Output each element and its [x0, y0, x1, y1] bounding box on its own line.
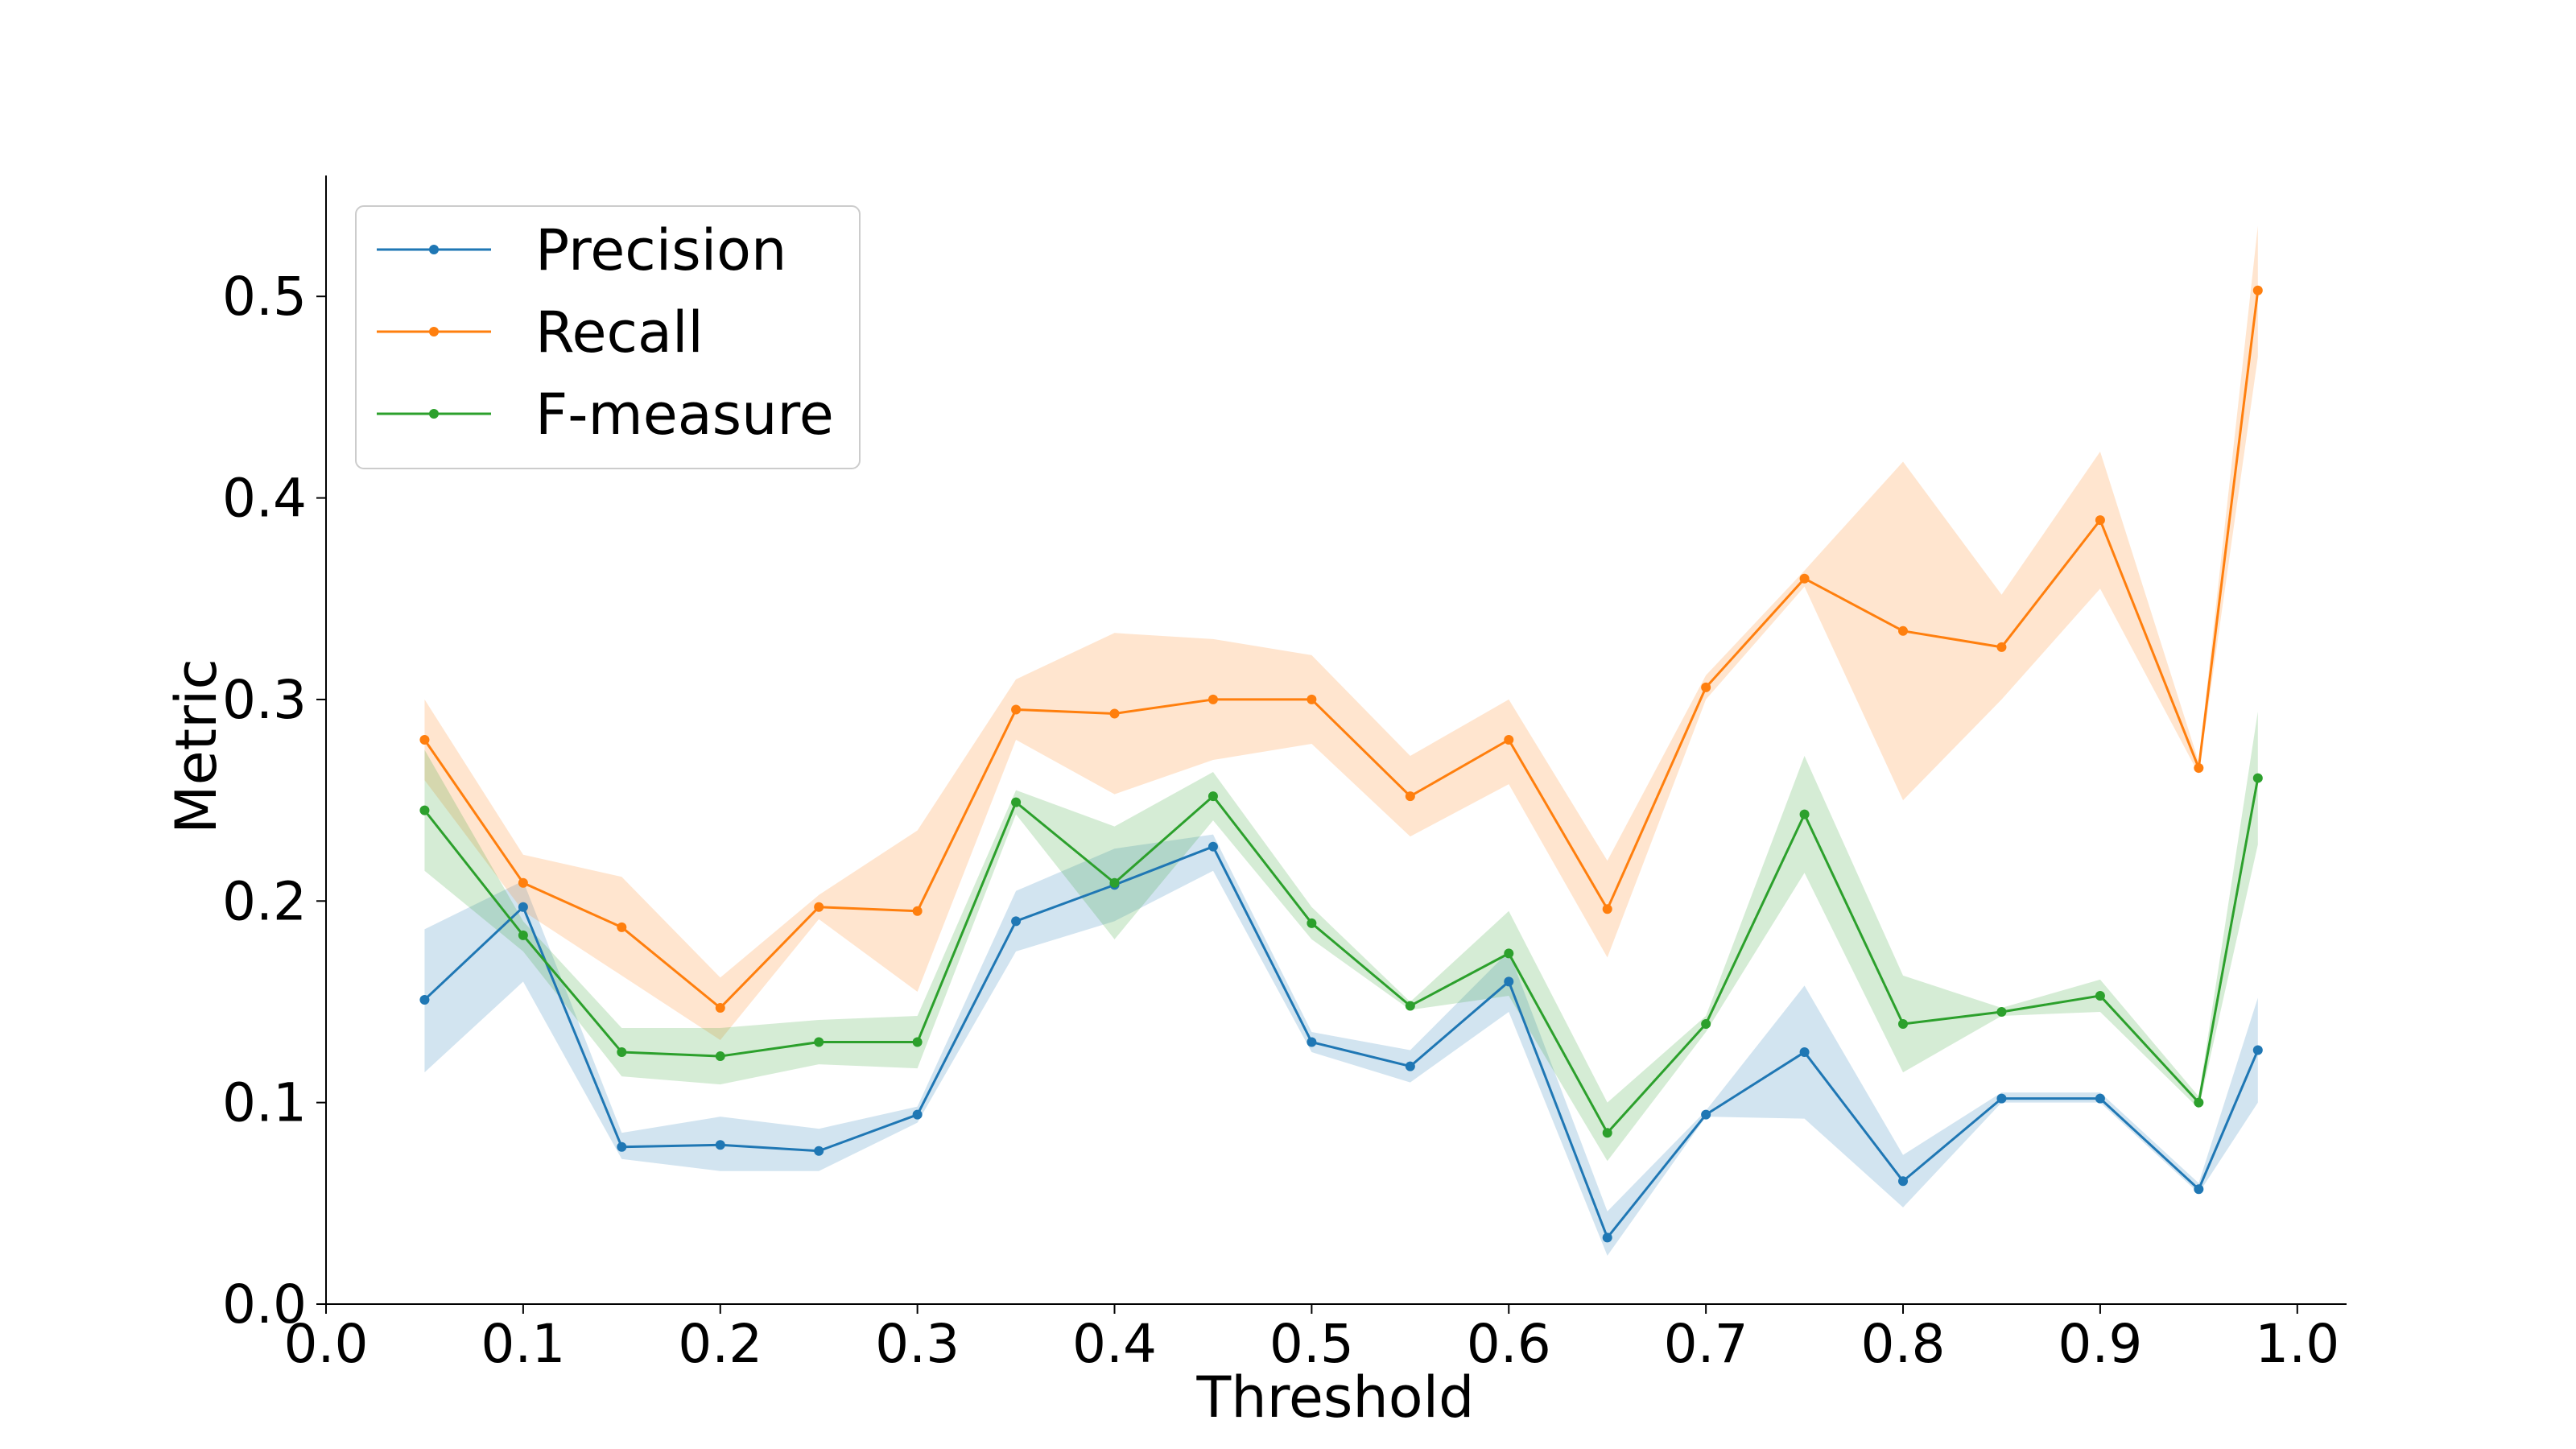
data-point-recall: [1405, 791, 1415, 802]
data-point-recall: [1504, 735, 1514, 745]
data-point-precision: [814, 1146, 824, 1156]
y-tick-label: 0.1: [222, 1072, 307, 1134]
x-tick-label: 0.8: [1861, 1313, 1946, 1375]
data-point-f-measure: [1504, 948, 1514, 959]
data-point-f-measure: [1602, 1128, 1612, 1138]
data-point-recall: [419, 735, 430, 745]
data-point-recall: [1307, 694, 1317, 704]
data-point-recall: [1996, 642, 2007, 652]
data-point-f-measure: [1701, 1019, 1711, 1030]
data-point-f-measure: [1011, 797, 1022, 807]
data-point-precision: [617, 1141, 627, 1152]
series-line-f-measure: [423, 778, 2260, 1134]
y-tick-label: 0.2: [222, 870, 307, 932]
x-tick-label: 0.2: [678, 1313, 762, 1375]
data-point-recall: [1109, 708, 1120, 719]
confidence-band-precision: [424, 834, 2258, 1256]
data-point-f-measure: [1208, 791, 1218, 802]
x-tick-label: 0.1: [481, 1313, 565, 1375]
data-point-precision: [1405, 1061, 1415, 1071]
confidence-band-f-measure: [424, 711, 2258, 1162]
x-tick-label: 0.9: [2058, 1313, 2142, 1375]
data-point-f-measure: [2194, 1097, 2204, 1108]
y-tick-label: 0.3: [222, 669, 307, 731]
data-point-f-measure: [715, 1051, 725, 1062]
data-point-f-measure: [617, 1047, 627, 1058]
data-point-f-measure: [1996, 1006, 2007, 1017]
legend-label-f-measure: F-measure: [535, 382, 834, 448]
legend-marker-recall: [429, 327, 439, 336]
data-point-f-measure: [1109, 877, 1120, 888]
data-point-precision: [1799, 1047, 1810, 1058]
data-point-f-measure: [1898, 1019, 1909, 1030]
data-point-recall: [912, 906, 923, 916]
data-point-recall: [2095, 515, 2105, 526]
x-tick-label: 0.7: [1664, 1313, 1748, 1375]
x-tick-label: 0.3: [875, 1313, 960, 1375]
data-point-precision: [2194, 1184, 2204, 1195]
legend-marker-precision: [429, 245, 439, 254]
data-point-precision: [1011, 916, 1022, 927]
data-point-precision: [1307, 1037, 1317, 1047]
data-point-precision: [1208, 841, 1218, 852]
data-point-precision: [1701, 1109, 1711, 1120]
data-point-recall: [518, 877, 528, 888]
data-point-f-measure: [912, 1037, 923, 1047]
x-tick-label: 0.4: [1072, 1313, 1157, 1375]
series-line-precision: [423, 845, 2260, 1239]
data-point-f-measure: [518, 930, 528, 940]
data-point-recall: [1602, 904, 1612, 914]
series-line-recall: [423, 290, 2260, 1009]
data-point-f-measure: [1405, 1001, 1415, 1011]
data-point-recall: [2252, 285, 2263, 295]
data-point-precision: [2252, 1045, 2263, 1055]
y-tick-label: 0.5: [222, 266, 307, 328]
data-point-recall: [617, 922, 627, 932]
axes: [325, 175, 2347, 1305]
data-point-precision: [518, 902, 528, 912]
data-point-recall: [2194, 763, 2204, 774]
data-point-precision: [419, 994, 430, 1005]
legend-label-recall: Recall: [535, 299, 704, 365]
legend-box: [355, 205, 861, 469]
x-tick-label: 0.5: [1269, 1313, 1354, 1375]
y-axis-ticks: 0.0 0.1 0.2 0.3 0.4 0.5: [222, 266, 326, 1335]
data-point-recall: [1799, 573, 1810, 584]
legend-label-precision: Precision: [535, 217, 786, 283]
data-point-f-measure: [1307, 918, 1317, 928]
data-point-recall: [1898, 625, 1909, 636]
data-point-precision: [1602, 1232, 1612, 1243]
data-point-recall: [1701, 682, 1711, 692]
data-point-precision: [1898, 1176, 1909, 1187]
x-tick-label: 0.6: [1467, 1313, 1551, 1375]
x-tick-label: 0.0: [284, 1313, 369, 1375]
y-axis-title: Metric: [163, 658, 229, 834]
data-point-recall: [1011, 704, 1022, 715]
legend-marker-f-measure: [429, 409, 439, 419]
x-tick-label: 1.0: [2255, 1313, 2339, 1375]
data-point-f-measure: [814, 1037, 824, 1047]
data-point-precision: [912, 1109, 923, 1120]
data-point-recall: [814, 902, 824, 912]
data-point-f-measure: [1799, 809, 1810, 819]
data-point-f-measure: [419, 805, 430, 815]
data-point-precision: [2095, 1093, 2105, 1104]
data-point-precision: [1504, 976, 1514, 987]
data-point-recall: [1208, 694, 1218, 704]
y-tick-label: 0.4: [222, 468, 307, 530]
x-axis-title: Threshold: [1196, 1364, 1475, 1430]
series-points: [419, 285, 2263, 1243]
series-lines: [423, 290, 2260, 1239]
data-point-recall: [715, 1002, 725, 1013]
x-axis-ticks: 0.0 0.1 0.2 0.3 0.4 0.5 0.6 0.7 0.8 0.9 1.0: [284, 1304, 2339, 1375]
y-tick-label: 0.0: [222, 1274, 307, 1335]
confidence-band-recall: [424, 225, 2258, 1041]
data-point-f-measure: [2095, 990, 2105, 1001]
data-point-precision: [1996, 1093, 2007, 1104]
data-point-precision: [715, 1140, 725, 1150]
data-point-f-measure: [2252, 773, 2263, 783]
legend: Precision Recall F-measure: [355, 205, 861, 469]
